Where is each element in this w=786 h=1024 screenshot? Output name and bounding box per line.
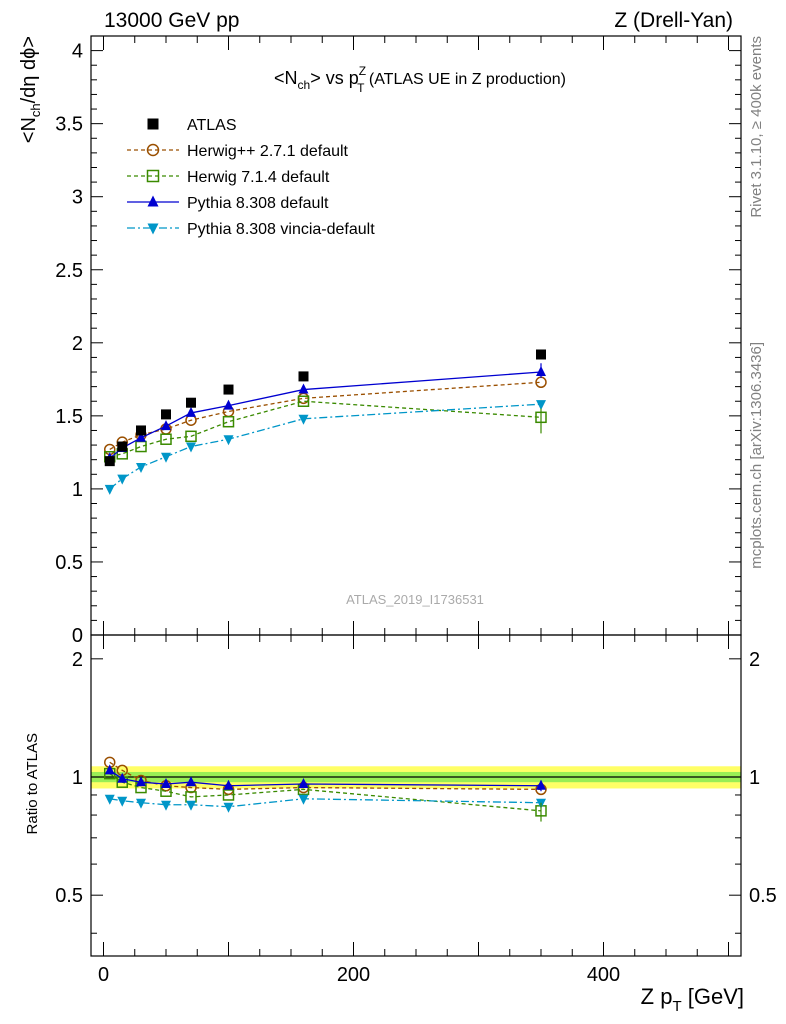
x-tick-label: 200 [337, 964, 370, 986]
y-tick-label: 0 [72, 625, 83, 647]
ratio-tick-label-right: 1 [749, 767, 760, 789]
pythia-8-308-vincia-default-main-point [186, 442, 196, 453]
pythia-8-308-vincia-default-main-point [161, 452, 171, 463]
pythia-8-308-vincia-default-main-point [223, 435, 234, 446]
y-tick-label: 1.5 [55, 406, 83, 428]
legend-label-pythia-8-308-vincia-default: Pythia 8.308 vincia-default [187, 221, 375, 238]
atlas-main-point [298, 371, 309, 382]
y-tick-label: 2 [72, 333, 83, 355]
atlas-main-point [186, 397, 196, 408]
pythia-8-308-default-main-point [186, 406, 196, 417]
ratio-axis-title: Ratio to ATLAS [24, 733, 41, 834]
legend-marker-pythia-8-308-vincia-default [147, 223, 159, 235]
y-tick-label: 3.5 [55, 114, 83, 136]
x-tick-label: 0 [98, 964, 109, 986]
pythia-8-308-default-ratio-point [298, 777, 309, 788]
pythia-8-308-default-ratio-point [223, 779, 234, 790]
legend-label-atlas: ATLAS [187, 117, 237, 134]
process-label: Z (Drell-Yan) [614, 9, 733, 32]
pythia-8-308-vincia-default-ratio-point [136, 798, 146, 809]
x-tick-label: 400 [587, 964, 620, 986]
pythia-8-308-default-ratio-point [136, 776, 146, 787]
pythia-8-308-vincia-default-main-point [136, 462, 146, 473]
main-panel: 0 0.5 1 1.5 2 2.5 3 3.5 4 [55, 35, 742, 647]
plot-title: <Nch> vs pZ T (ATLAS UE in Z production) [274, 64, 566, 95]
legend: ATLAS Herwig++ 2.7.1 default Herwig 7.1.4 … [127, 117, 375, 238]
pythia-8-308-default-main-point [223, 399, 234, 410]
y-tick-label: 0.5 [55, 552, 83, 574]
mcplots-reference-label: mcplots.cern.ch [arXiv:1306.3436] [748, 342, 765, 569]
pythia-8-308-vincia-default-main-point [104, 484, 115, 495]
pythia-8-308-vincia-default-ratio-point [223, 802, 234, 813]
pythia-8-308-default-main-point [161, 420, 171, 431]
pythia-8-308-vincia-default-main-point [298, 414, 309, 425]
herwig-7-1-4-default-main-line [109, 400, 542, 458]
ratio-frame [90, 634, 742, 957]
y-tick-label: 2.5 [55, 260, 83, 282]
pythia-8-308-default-ratio-point [104, 764, 115, 775]
atlas-main-point [136, 425, 146, 436]
ratio-tick-label: 0.5 [55, 885, 83, 907]
pythia-8-308-default-ratio-point [161, 777, 171, 788]
pythia-8-308-vincia-default-main-point [117, 474, 128, 485]
legend-label-herwig-7-1-4-default: Herwig 7.1.4 default [187, 169, 330, 186]
atlas-main-point [104, 456, 115, 467]
ratio-tick-label-right: 0.5 [749, 885, 777, 907]
pythia-8-308-vincia-default-ratio-point [298, 794, 309, 805]
ratio-tick-label: 2 [72, 649, 83, 671]
pythia-8-308-default-main-point [136, 431, 146, 442]
pythia-8-308-default-main-point [298, 383, 309, 394]
legend-marker-atlas [147, 118, 159, 130]
y-tick-label: 1 [72, 479, 83, 501]
pythia-8-308-vincia-default-ratio-point [117, 796, 128, 807]
legend-label-pythia-8-308-default: Pythia 8.308 default [187, 195, 329, 212]
pythia-8-308-default-main-line [109, 371, 542, 459]
beam-energy-label: 13000 GeV pp [104, 9, 239, 32]
y-tick-label: 3 [72, 187, 83, 209]
herwig-7-1-4-default-main-point [160, 433, 172, 445]
atlas-main-point [223, 384, 234, 395]
ratio-tick-label-right: 2 [749, 649, 760, 671]
legend-marker-pythia-8-308-default [147, 195, 159, 207]
y-axis-title: <Nch/dη dϕ> [18, 36, 43, 143]
legend-marker-herwig-2-7-1-default [146, 143, 160, 157]
herwig-7-1-4-default-main-point [185, 430, 197, 443]
y-tick-label: 4 [72, 41, 83, 63]
atlas-main-point [117, 441, 128, 452]
pythia-8-308-vincia-default-main-line [109, 403, 542, 490]
pythia-8-308-default-ratio-point [117, 772, 128, 783]
x-axis-title: Z pT [GeV] [641, 984, 744, 1015]
pythia-8-308-default-ratio-point [186, 776, 196, 787]
ratio-tick-label: 1 [72, 767, 83, 789]
herwig-7-1-4-default-main-point [135, 440, 147, 453]
ratio-panel: 0.5 0.5 1 1 2 2 0 200 400 [55, 634, 777, 986]
herwig-7-1-4-default-ratio-line [109, 773, 542, 812]
legend-label-herwig-2-7-1-default: Herwig++ 2.7.1 default [187, 143, 349, 160]
herwig-7-1-4-default-main-point [297, 395, 310, 407]
pythia-8-308-vincia-default-main-point [536, 400, 546, 411]
pythia-8-308-vincia-default-ratio-point [161, 800, 171, 811]
herwig-7-1-4-default-main-point [222, 415, 235, 428]
atlas-main-point [161, 409, 171, 420]
pythia-8-308-vincia-default-ratio-point [104, 794, 115, 805]
legend-marker-herwig-7-1-4-default [146, 169, 160, 183]
analysis-id-label: ATLAS_2019_I1736531 [346, 592, 484, 607]
pythia-8-308-vincia-default-ratio-line [109, 798, 542, 808]
pythia-8-308-vincia-default-ratio-point [186, 800, 196, 811]
atlas-main-point [536, 349, 546, 360]
rivet-version-label: Rivet 3.1.10, ≥ 400k events [748, 36, 765, 218]
herwig-2-7-1-default-main-line [109, 381, 542, 451]
herwig-7-1-4-default-ratio-point [222, 789, 235, 801]
